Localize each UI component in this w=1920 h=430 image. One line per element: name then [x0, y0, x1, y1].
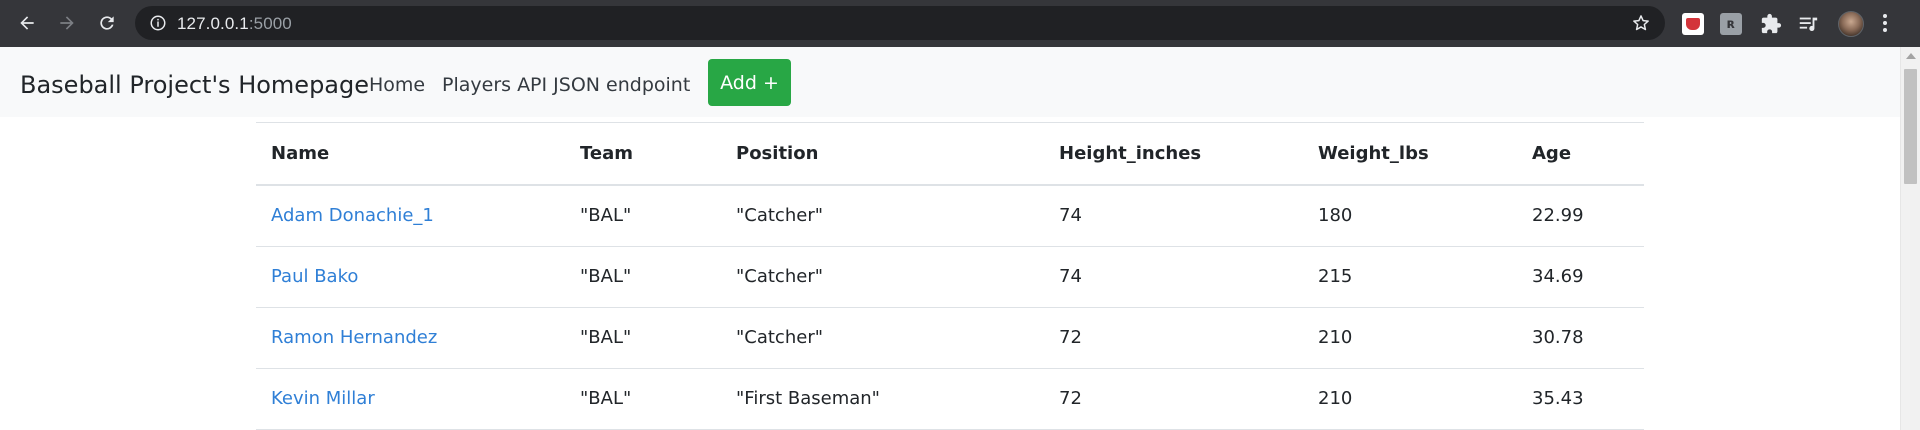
table-row: Adam Donachie_1 "BAL" "Catcher" 74 180 2…	[256, 185, 1644, 247]
cell-height: 72	[1044, 307, 1303, 369]
pocket-icon	[1686, 18, 1700, 30]
url-host: 127.0.0.1	[177, 14, 249, 33]
cell-height: 74	[1044, 185, 1303, 247]
bookmark-star-icon[interactable]	[1631, 13, 1651, 33]
scroll-up-arrow-icon[interactable]	[1906, 53, 1916, 59]
site-navbar: Baseball Project's Homepage Home Players…	[0, 47, 1900, 117]
table-row: Ramon Hernandez "BAL" "Catcher" 72 210 3…	[256, 307, 1644, 369]
reload-icon	[100, 16, 114, 30]
header-name: Name	[256, 123, 565, 186]
url-port: :5000	[248, 14, 292, 33]
cell-position: "Catcher"	[721, 307, 1044, 369]
players-table: Name Team Position Height_inches Weight_…	[256, 123, 1644, 430]
header-position: Position	[721, 123, 1044, 186]
cell-age: 35.43	[1517, 368, 1644, 430]
cell-weight: 215	[1303, 246, 1517, 308]
cell-height: 74	[1044, 246, 1303, 308]
cell-weight: 210	[1303, 368, 1517, 430]
nav-link-players-api[interactable]: Players API JSON endpoint	[442, 74, 691, 96]
cell-position: "First Baseman"	[721, 368, 1044, 430]
cell-position: "Catcher"	[721, 185, 1044, 247]
address-bar[interactable]: 127.0.0.1:5000	[135, 6, 1665, 40]
add-player-button[interactable]: Add +	[708, 59, 791, 106]
cell-team: "BAL"	[565, 307, 721, 369]
forward-button[interactable]	[52, 8, 82, 38]
header-age: Age	[1517, 123, 1644, 186]
cell-weight: 210	[1303, 307, 1517, 369]
reload-button[interactable]	[92, 8, 122, 38]
header-team: Team	[565, 123, 721, 186]
player-link[interactable]: Paul Bako	[271, 266, 359, 287]
scrollbar-thumb[interactable]	[1904, 69, 1917, 184]
cell-age: 30.78	[1517, 307, 1644, 369]
profile-avatar[interactable]	[1838, 11, 1864, 37]
pocket-extension-icon[interactable]	[1682, 13, 1704, 35]
extensions-puzzle-icon[interactable]	[1760, 13, 1782, 35]
players-table-container: Name Team Position Height_inches Weight_…	[256, 122, 1644, 430]
cell-name: Ramon Hernandez	[256, 307, 565, 369]
cell-position: "Catcher"	[721, 246, 1044, 308]
player-link[interactable]: Ramon Hernandez	[271, 327, 438, 348]
header-height: Height_inches	[1044, 123, 1303, 186]
cell-team: "BAL"	[565, 368, 721, 430]
cell-age: 22.99	[1517, 185, 1644, 247]
cell-age: 34.69	[1517, 246, 1644, 308]
table-row: Paul Bako "BAL" "Catcher" 74 215 34.69	[256, 246, 1644, 308]
arrow-right-icon	[60, 16, 74, 30]
header-weight: Weight_lbs	[1303, 123, 1517, 186]
cell-name: Kevin Millar	[256, 368, 565, 430]
navbar-brand[interactable]: Baseball Project's Homepage	[20, 71, 370, 99]
browser-toolbar: 127.0.0.1:5000 ʀ	[0, 0, 1920, 47]
table-header-row: Name Team Position Height_inches Weight_…	[256, 123, 1644, 186]
back-button[interactable]	[12, 8, 42, 38]
cell-name: Adam Donachie_1	[256, 185, 565, 247]
page-scrollbar[interactable]	[1900, 47, 1920, 430]
cell-weight: 180	[1303, 185, 1517, 247]
player-link[interactable]: Kevin Millar	[271, 388, 375, 409]
chrome-menu-icon[interactable]	[1882, 14, 1888, 34]
url-text: 127.0.0.1:5000	[177, 14, 292, 34]
r-extension-icon[interactable]: ʀ	[1720, 13, 1742, 35]
cell-name: Paul Bako	[256, 246, 565, 308]
table-row: Kevin Millar "BAL" "First Baseman" 72 21…	[256, 368, 1644, 430]
nav-link-home[interactable]: Home	[369, 74, 426, 96]
media-queue-icon[interactable]	[1797, 13, 1819, 35]
arrow-left-icon	[20, 16, 34, 30]
cell-team: "BAL"	[565, 185, 721, 247]
player-link[interactable]: Adam Donachie_1	[271, 205, 434, 227]
cell-height: 72	[1044, 368, 1303, 430]
cell-team: "BAL"	[565, 246, 721, 308]
info-icon[interactable]	[149, 14, 167, 32]
